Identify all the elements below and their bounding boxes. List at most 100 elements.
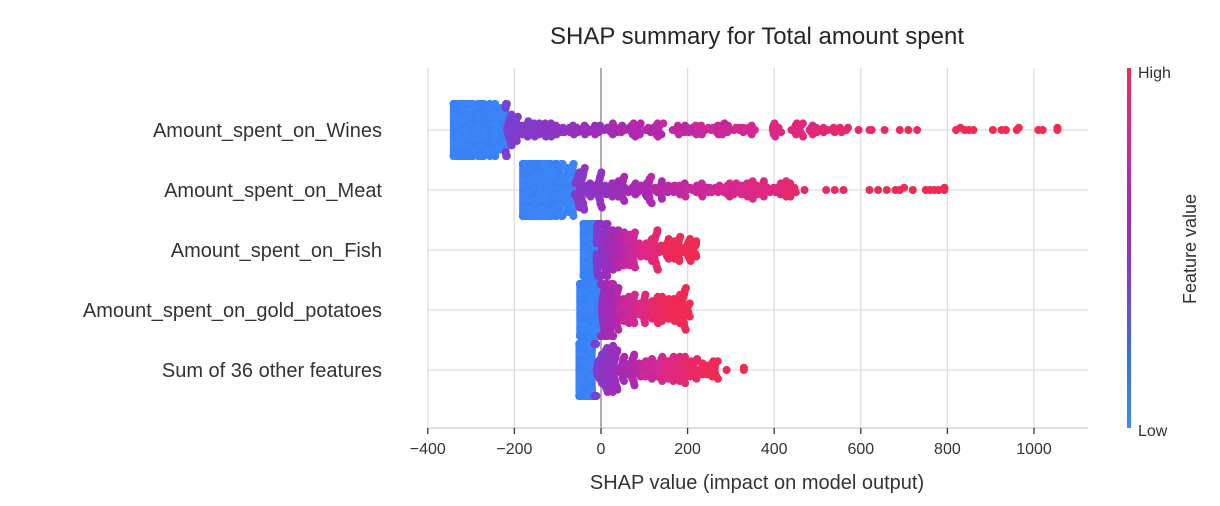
shap-point [620, 352, 629, 361]
shap-point [659, 119, 668, 128]
shap-point [750, 126, 759, 134]
shap-point [603, 220, 612, 228]
shap-point [512, 137, 521, 145]
shap-point [913, 126, 922, 134]
shap-point [597, 203, 606, 212]
shap-point [759, 192, 768, 201]
shap-point [635, 130, 644, 139]
shap-point [900, 183, 909, 192]
shap-point [613, 385, 622, 394]
feature-label: Amount_spent_on_Wines [153, 120, 382, 142]
shap-point [630, 381, 639, 390]
shap-point [630, 319, 639, 328]
feature-label: Amount_spent_on_Meat [164, 180, 382, 202]
shap-point [693, 355, 702, 363]
shap-point [676, 232, 685, 241]
colorbar-title: Feature value [1180, 194, 1200, 304]
x-tick-label: 400 [761, 441, 788, 458]
shap-point [685, 299, 694, 308]
x-tick-label: 200 [674, 441, 701, 458]
shap-point [569, 212, 578, 220]
shap-point [558, 212, 567, 220]
shap-point [940, 183, 949, 192]
shap-point [681, 352, 689, 361]
shap-point [502, 100, 511, 108]
shap-point [739, 363, 748, 372]
shap-point [657, 194, 666, 203]
shap-point [653, 226, 662, 235]
shap-point [680, 179, 689, 188]
x-axis: −400 −200 0 200 400 600 800 1000 [410, 427, 1088, 458]
shap-point [692, 252, 701, 261]
shap-point [658, 352, 667, 361]
shap-point [502, 152, 511, 160]
shap-point [723, 128, 732, 137]
shap-point [675, 257, 684, 265]
shap-point [854, 126, 863, 134]
shap-point [839, 186, 848, 194]
x-tick-label: 0 [597, 441, 606, 458]
shap-point [491, 100, 500, 108]
shap-point [657, 177, 666, 186]
colorbar: High Low Feature value [1127, 65, 1200, 440]
shap-point [685, 312, 694, 321]
shap-point [686, 235, 694, 243]
x-tick-label: −400 [410, 441, 446, 458]
shap-point [658, 377, 667, 385]
shap-point [682, 284, 690, 292]
shap-point [609, 332, 618, 340]
shap-point [620, 377, 628, 385]
shap-point [580, 205, 589, 214]
y-axis-labels: Amount_spent_on_Wines Amount_spent_on_Mea… [83, 120, 383, 382]
shap-point [614, 284, 623, 292]
shap-point [791, 188, 800, 197]
x-tick-label: 600 [847, 441, 874, 458]
shap-point [614, 325, 623, 334]
shap-point [613, 346, 622, 355]
shap-point [1053, 123, 1062, 132]
shap-point [698, 192, 707, 201]
shap-point [681, 325, 690, 334]
shap-point [641, 319, 649, 328]
feature-label: Sum of 36 other features [162, 360, 382, 382]
shap-point [908, 186, 917, 194]
colorbar-high-label: High [1138, 65, 1171, 82]
shap-point [798, 119, 807, 128]
shap-point [1001, 126, 1010, 134]
shap-point [681, 192, 690, 201]
shap-point [647, 172, 656, 181]
shap-point [491, 152, 500, 160]
shap-point [692, 374, 701, 383]
shap-point [988, 126, 997, 134]
x-axis-label: SHAP value (impact on model output) [590, 472, 924, 494]
shap-point [631, 263, 640, 272]
shap-point [724, 121, 732, 130]
shap-point [895, 126, 904, 134]
shap-point [569, 160, 578, 168]
feature-label: Amount_spent_on_gold_potatoes [83, 300, 382, 322]
shap-point [592, 392, 601, 400]
shap-point [647, 199, 656, 208]
shap-point [880, 126, 889, 134]
shap-point [580, 164, 589, 172]
shap-point [867, 126, 876, 134]
shap-point [777, 128, 786, 137]
shap-point [592, 340, 601, 348]
shap-point [830, 186, 839, 194]
shap-point [641, 290, 650, 299]
shap-point [597, 168, 606, 177]
shap-point [636, 119, 645, 128]
shap-point [882, 186, 891, 194]
shap-point [686, 257, 695, 265]
shap-point [786, 192, 795, 201]
shap-point [1038, 126, 1047, 134]
shap-point [692, 237, 701, 246]
shap-point [844, 123, 852, 132]
shap-point [771, 132, 780, 141]
shap-point [1014, 123, 1023, 132]
shap-point [603, 272, 612, 280]
shap-point [648, 355, 656, 363]
x-tick-label: 800 [934, 441, 961, 458]
shap-point [713, 374, 722, 383]
